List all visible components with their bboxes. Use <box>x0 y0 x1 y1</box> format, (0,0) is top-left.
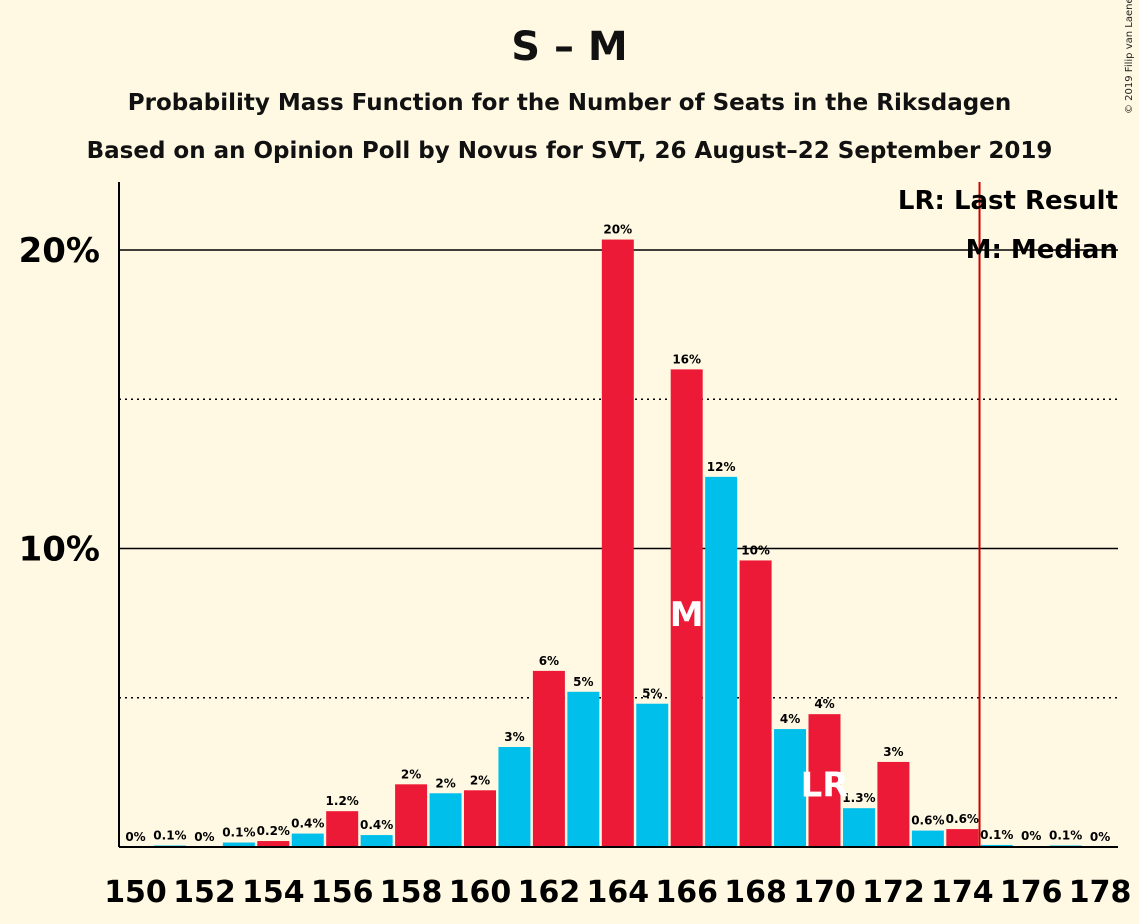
data-label-seat-178: 0% <box>1090 830 1110 844</box>
x-tick-label: 168 <box>724 875 787 910</box>
bar-seat-170 <box>808 714 841 847</box>
bar-seat-164 <box>601 239 634 848</box>
data-label-seat-156: 1.2% <box>326 794 359 808</box>
data-label-seat-152: 0% <box>194 830 214 844</box>
data-label-seat-174: 0.6% <box>946 812 979 826</box>
bar-seat-166 <box>670 369 703 847</box>
x-tick-label: 174 <box>931 875 994 910</box>
chart-subtitle: Probability Mass Function for the Number… <box>127 90 1012 116</box>
bar-seat-174 <box>946 829 979 847</box>
x-tick-label: 158 <box>380 875 443 910</box>
bar-seat-157 <box>360 835 393 847</box>
x-tick-label: 156 <box>311 875 374 910</box>
data-label-seat-160: 2% <box>470 773 490 787</box>
bar-seat-171 <box>842 808 875 847</box>
data-label-seat-150: 0% <box>125 830 145 844</box>
data-label-seat-175: 0.1% <box>980 828 1013 842</box>
data-label-seat-171: 1.3% <box>842 791 875 805</box>
data-label-seat-165: 5% <box>642 687 662 701</box>
data-label-seat-164: 20% <box>603 223 632 237</box>
bar-seat-154 <box>257 841 290 847</box>
data-label-seat-172: 3% <box>883 745 903 759</box>
bar-seat-172 <box>877 761 910 847</box>
data-label-seat-161: 3% <box>504 730 524 744</box>
y-tick-label: 10% <box>19 530 100 570</box>
data-label-seat-159: 2% <box>435 776 455 790</box>
data-label-seat-153: 0.1% <box>222 826 255 840</box>
data-label-seat-170: 4% <box>814 697 834 711</box>
bar-seat-160 <box>464 790 496 847</box>
data-label-seat-177: 0.1% <box>1049 829 1082 843</box>
data-label-seat-163: 5% <box>573 675 593 689</box>
x-tick-label: 172 <box>862 875 925 910</box>
data-label-seat-167: 12% <box>707 460 736 474</box>
data-label-seat-155: 0.4% <box>291 817 324 831</box>
bar-seat-155 <box>291 833 324 847</box>
x-tick-label: 170 <box>793 875 856 910</box>
data-label-seat-176: 0% <box>1021 829 1041 843</box>
bar-seat-167 <box>705 476 738 847</box>
data-label-seat-168: 10% <box>741 543 770 557</box>
data-label-seat-166: 16% <box>672 352 701 366</box>
bar-seat-159 <box>429 793 462 847</box>
data-label-seat-162: 6% <box>539 654 559 668</box>
bar-seat-169 <box>774 729 807 847</box>
x-tick-label: 164 <box>586 875 649 910</box>
bar-seat-175 <box>980 844 1013 847</box>
x-tick-label: 154 <box>242 875 305 910</box>
y-tick-label: 20% <box>19 231 100 271</box>
legend-last-result: LR: Last Result <box>898 186 1118 216</box>
x-tick-label: 150 <box>104 875 167 910</box>
bar-seat-173 <box>911 830 944 847</box>
bar-seat-161 <box>498 747 531 847</box>
bar-seat-153 <box>222 842 255 847</box>
x-tick-label: 162 <box>518 875 581 910</box>
x-tick-label: 152 <box>173 875 236 910</box>
chart-title: S – M <box>511 24 628 70</box>
data-label-seat-157: 0.4% <box>360 818 393 832</box>
data-label-seat-173: 0.6% <box>911 814 944 828</box>
data-label-seat-158: 2% <box>401 767 421 781</box>
x-tick-label: 160 <box>449 875 512 910</box>
bar-seat-158 <box>395 784 428 847</box>
x-tick-label: 176 <box>1000 875 1063 910</box>
data-label-seat-169: 4% <box>780 712 800 726</box>
chart-subtitle-2: Based on an Opinion Poll by Novus for SV… <box>86 138 1053 164</box>
bar-seat-156 <box>326 811 359 847</box>
data-label-seat-154: 0.2% <box>257 824 290 838</box>
x-tick-label: 166 <box>655 875 718 910</box>
median-marker: M <box>670 595 704 635</box>
data-label-seat-151: 0.1% <box>153 829 186 843</box>
bar-seat-163 <box>567 691 600 847</box>
bar-seat-165 <box>636 703 669 847</box>
last-result-marker: LR <box>801 765 849 805</box>
bar-seat-168 <box>739 560 772 847</box>
bar-seat-162 <box>532 670 565 847</box>
x-tick-label: 178 <box>1069 875 1132 910</box>
legend-median: M: Median <box>966 235 1118 265</box>
